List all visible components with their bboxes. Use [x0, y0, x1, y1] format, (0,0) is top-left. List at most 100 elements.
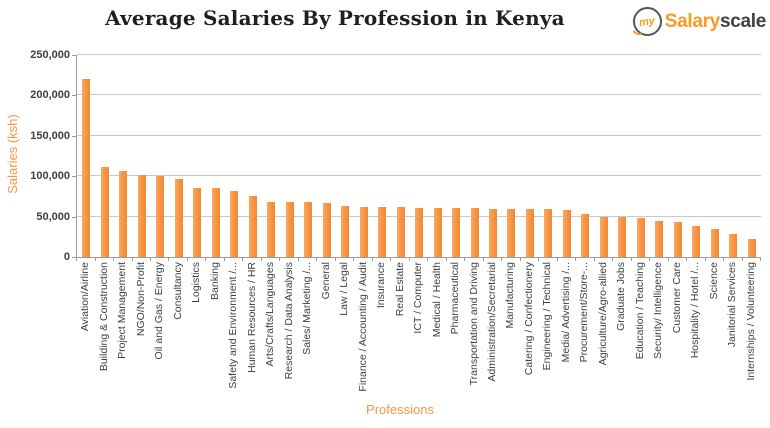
x-axis-tick-mark: [113, 258, 114, 261]
x-axis-tick-mark: [149, 258, 151, 261]
x-axis-label: Education / Teaching: [633, 262, 646, 360]
x-axis-label: Medical / Health: [430, 262, 443, 338]
logo: my Salaryscale: [632, 7, 767, 36]
x-axis-tick-mark: [131, 258, 133, 261]
y-axis-tick-label: 150,000: [30, 129, 70, 142]
logo-my-circle-icon: my: [632, 7, 662, 36]
x-axis-tick-mark: [649, 258, 651, 261]
logo-brand-dark: scale: [719, 10, 766, 32]
x-axis-tick-mark: [501, 258, 503, 261]
x-axis-label: Logistics: [190, 262, 203, 303]
x-axis-label: Project Management: [116, 262, 129, 359]
y-axis-tick-label: 100,000: [30, 170, 70, 183]
x-axis-label: Real Estate: [393, 262, 406, 317]
x-axis-tick-mark: [427, 258, 429, 261]
bar: [692, 225, 701, 257]
bar: [525, 208, 534, 257]
x-axis-label: Janitorial Services: [726, 262, 739, 348]
x-axis-tick-mark: [94, 258, 96, 261]
x-axis-label: Oil and Gas / Energy: [153, 262, 166, 360]
chart-title: Average Salaries By Profession in Kenya: [105, 6, 565, 30]
x-axis-label: Pharmaceutical: [449, 262, 461, 335]
gridline: [77, 54, 761, 55]
x-axis-label: Transportation and Driving: [467, 262, 480, 386]
x-axis-label: Catering / Confectionery: [522, 262, 535, 376]
x-axis-label: Safety and Environment /...: [227, 262, 240, 389]
x-axis-tick-mark: [556, 258, 558, 261]
y-axis-tick-label: 50,000: [36, 210, 70, 223]
bar: [488, 208, 497, 257]
bar: [655, 220, 664, 257]
x-axis-label: Arts/Crafts/Languages: [264, 262, 277, 367]
bar: [507, 208, 516, 257]
bar: [747, 239, 756, 257]
y-axis-tick-mark: [72, 135, 76, 137]
gridline: [77, 134, 761, 136]
x-axis-label: Media/ Advertising /...: [559, 262, 572, 363]
x-axis-label: Internships / Volunteering: [744, 262, 757, 381]
y-axis-tick-label: 250,000: [30, 49, 70, 61]
y-axis-tick-mark: [72, 257, 76, 258]
x-axis-tick-mark: [741, 258, 743, 261]
x-axis-tick-mark: [575, 258, 577, 261]
bar: [82, 79, 91, 257]
x-axis-label: Procurement/Store-...: [578, 262, 591, 363]
y-axis-tick-label: 200,000: [30, 89, 70, 102]
x-axis-tick-mark: [168, 258, 170, 261]
x-axis-label: Building & Construction: [97, 262, 110, 372]
bar: [433, 207, 442, 257]
bar: [544, 209, 553, 257]
plot-area: [76, 54, 761, 258]
x-axis-tick-mark: [667, 258, 669, 261]
x-axis-label: Research / Data Analysis: [282, 262, 295, 380]
x-axis-label: Banking: [208, 262, 221, 300]
x-axis-tick-mark: [316, 258, 318, 261]
x-axis-label: Agriculture/Agro-allied: [596, 262, 609, 366]
x-axis-label: Sales/ Marketing /...: [301, 262, 314, 355]
bar: [285, 202, 294, 257]
y-axis-tick-mark: [72, 95, 76, 97]
y-axis-title: Salaries (ksh): [5, 114, 20, 194]
bar: [710, 228, 719, 257]
bar: [267, 202, 276, 257]
x-axis-tick-mark: [482, 258, 484, 261]
x-axis-tick-mark: [353, 258, 355, 261]
x-axis-label: General: [319, 262, 332, 300]
x-axis-tick-mark: [593, 258, 595, 261]
bar: [211, 188, 220, 257]
logo-wordmark: Salaryscale: [664, 10, 767, 33]
x-axis-label: Engineering / Technical: [541, 262, 554, 371]
x-axis-tick-mark: [242, 258, 244, 261]
x-axis-tick-mark: [279, 258, 281, 261]
bar: [304, 202, 313, 257]
x-axis-tick-mark: [630, 258, 632, 261]
x-axis-tick-mark: [464, 258, 466, 261]
x-axis-label: Human Resources / HR: [245, 262, 258, 373]
bar: [599, 217, 608, 257]
x-axis-label: Insurance: [375, 262, 387, 309]
bar: [359, 206, 368, 257]
x-axis-tick-mark: [76, 258, 77, 261]
bar: [341, 206, 350, 257]
x-axis-label: Administration/Secretarial: [485, 262, 498, 382]
bar: [673, 222, 682, 257]
bar: [729, 233, 738, 257]
logo-brand-orange: Salary: [664, 10, 721, 32]
x-axis-label: Graduate Jobs: [615, 262, 628, 331]
x-axis-tick-mark: [297, 258, 299, 261]
x-axis-tick-mark: [723, 258, 724, 261]
bar: [618, 217, 627, 257]
x-axis-label: Aviation/Airline: [79, 262, 92, 332]
x-axis-label: Manufacturing: [504, 262, 517, 329]
x-axis-label: Finance / Accounting / Audit: [356, 262, 369, 392]
bar: [193, 187, 202, 257]
x-axis-tick-mark: [390, 258, 392, 261]
gridline: [77, 94, 761, 96]
bar: [452, 207, 460, 257]
x-axis-label: Consultancy: [171, 262, 184, 320]
y-axis-tick-mark: [72, 216, 76, 218]
y-axis-tick-mark: [72, 55, 76, 56]
logo-my-text: my: [638, 14, 656, 29]
bar: [378, 206, 386, 257]
x-axis-tick-mark: [186, 258, 188, 261]
